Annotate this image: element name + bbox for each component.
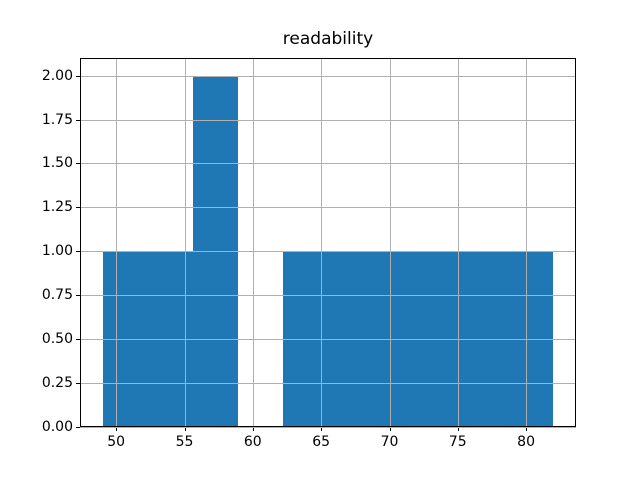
x-tick-mark [321, 427, 323, 431]
gridline-vertical [116, 58, 118, 427]
y-tick-mark [76, 295, 80, 297]
y-tick-mark [76, 251, 80, 253]
plot-area [80, 58, 576, 428]
gridline-vertical [389, 58, 391, 427]
y-tick-label: 1.00 [41, 243, 73, 260]
x-tick-mark [526, 427, 528, 431]
y-tick-label: 2.00 [41, 67, 73, 84]
x-tick-label: 80 [517, 434, 535, 450]
chart-title: readability [282, 29, 374, 49]
gridline-vertical [321, 58, 323, 427]
histogram-bar [192, 75, 238, 427]
x-tick-mark [389, 427, 391, 431]
x-tick-mark [252, 427, 254, 431]
x-tick-label: 65 [312, 434, 331, 450]
gridline-vertical [526, 58, 528, 427]
y-tick-mark [76, 119, 80, 121]
gridline-vertical [184, 58, 186, 427]
x-tick-mark [457, 427, 459, 431]
y-tick-label: 0.00 [41, 419, 73, 435]
gridline-horizontal [80, 383, 576, 385]
x-tick-label: 60 [243, 434, 262, 450]
y-tick-mark [76, 75, 80, 77]
gridline-horizontal [80, 427, 576, 428]
x-tick-mark [116, 427, 118, 431]
gridline-horizontal [80, 339, 576, 341]
x-tick-label: 50 [107, 434, 126, 450]
y-tick-label: 0.75 [41, 287, 73, 304]
y-tick-label: 0.50 [41, 331, 73, 348]
y-tick-label: 0.25 [41, 375, 73, 392]
y-tick-mark [76, 383, 80, 385]
y-tick-label: 1.50 [41, 155, 73, 172]
gridline-vertical [252, 58, 254, 427]
gridline-horizontal [80, 75, 576, 77]
gridline-horizontal [80, 163, 576, 165]
y-tick-mark [76, 163, 80, 165]
gridline-horizontal [80, 207, 576, 209]
x-tick-label: 70 [380, 434, 399, 450]
y-tick-mark [76, 339, 80, 341]
y-tick-mark [76, 207, 80, 209]
gridline-horizontal [80, 119, 576, 121]
y-tick-mark [76, 427, 80, 428]
gridline-vertical [457, 58, 459, 427]
gridline-horizontal [80, 251, 576, 253]
gridline-horizontal [80, 295, 576, 297]
y-tick-label: 1.25 [41, 199, 73, 216]
y-tick-label: 1.75 [41, 111, 73, 128]
x-tick-label: 75 [448, 434, 467, 450]
x-tick-label: 55 [175, 434, 194, 450]
x-tick-mark [184, 427, 186, 431]
